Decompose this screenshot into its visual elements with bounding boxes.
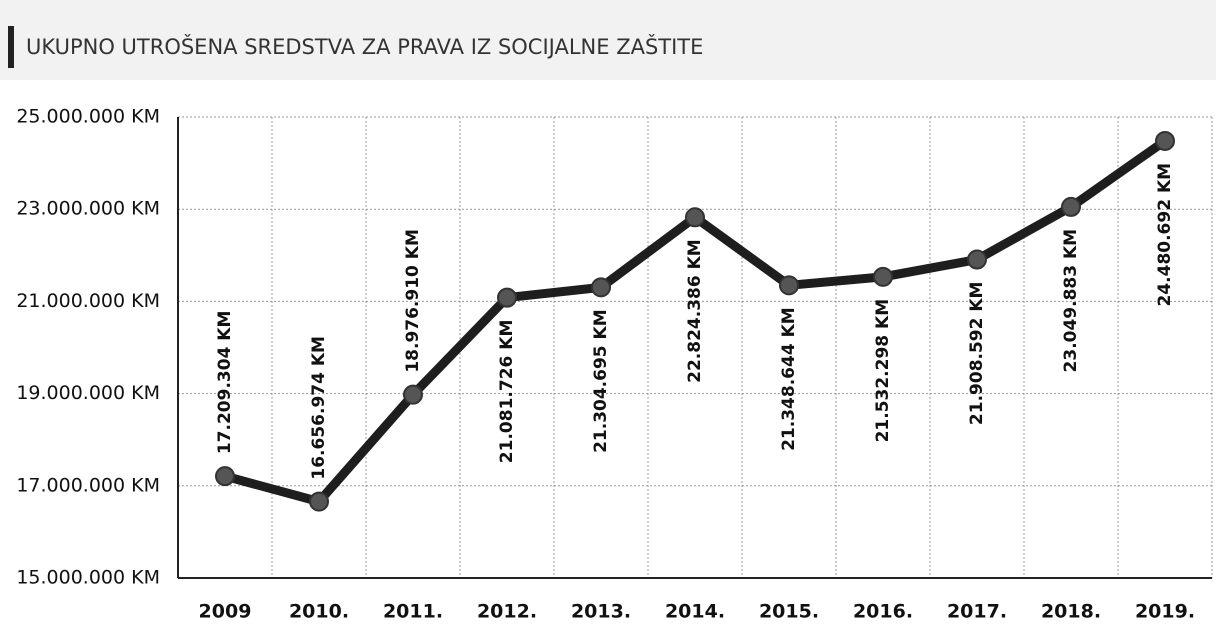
- title-marker: [8, 26, 14, 68]
- marker: [967, 249, 987, 270]
- x-tick-label: 2015.: [759, 601, 819, 623]
- y-tick-label: 19.000.000 KM: [16, 382, 160, 404]
- data-label: 21.532.298 KM: [873, 299, 893, 443]
- x-tick-label: 2011.: [383, 601, 443, 623]
- marker: [497, 287, 517, 308]
- data-label: 21.908.592 KM: [967, 282, 987, 426]
- marker: [779, 275, 799, 296]
- x-tick-label: 2016.: [853, 601, 913, 623]
- marker: [1155, 130, 1175, 151]
- data-label: 21.081.726 KM: [497, 320, 517, 464]
- data-label: 18.976.910 KM: [403, 229, 423, 373]
- title-band: [0, 0, 1216, 80]
- x-tick-label: 2018.: [1041, 601, 1101, 623]
- y-tick-label: 21.000.000 KM: [16, 290, 160, 312]
- marker: [309, 491, 329, 512]
- marker: [215, 466, 235, 487]
- data-label: 22.824.386 KM: [685, 239, 705, 383]
- marker: [403, 384, 423, 405]
- x-tick-label: 2013.: [571, 601, 631, 623]
- x-tick-label: 2017.: [947, 601, 1007, 623]
- data-label: 23.049.883 KM: [1061, 229, 1081, 373]
- marker: [873, 266, 893, 287]
- x-tick-label: 2009: [199, 601, 252, 623]
- x-tick-label: 2019.: [1135, 601, 1195, 623]
- x-tick-label: 2010.: [289, 601, 349, 623]
- chart-title: UKUPNO UTROŠENA SREDSTVA ZA PRAVA IZ SOC…: [26, 34, 703, 59]
- data-label: 21.304.695 KM: [591, 309, 611, 453]
- data-label: 24.480.692 KM: [1155, 163, 1175, 307]
- y-tick-label: 15.000.000 KM: [16, 567, 160, 589]
- y-tick-label: 23.000.000 KM: [16, 198, 160, 220]
- data-label: 21.348.644 KM: [779, 307, 799, 451]
- data-label: 16.656.974 KM: [309, 336, 329, 480]
- data-label: 17.209.304 KM: [215, 311, 235, 455]
- y-tick-label: 17.000.000 KM: [16, 474, 160, 496]
- marker: [591, 277, 611, 298]
- marker: [685, 207, 705, 228]
- marker: [1061, 196, 1081, 217]
- x-tick-label: 2014.: [665, 601, 725, 623]
- x-tick-label: 2012.: [477, 601, 537, 623]
- y-tick-label: 25.000.000 KM: [16, 106, 160, 128]
